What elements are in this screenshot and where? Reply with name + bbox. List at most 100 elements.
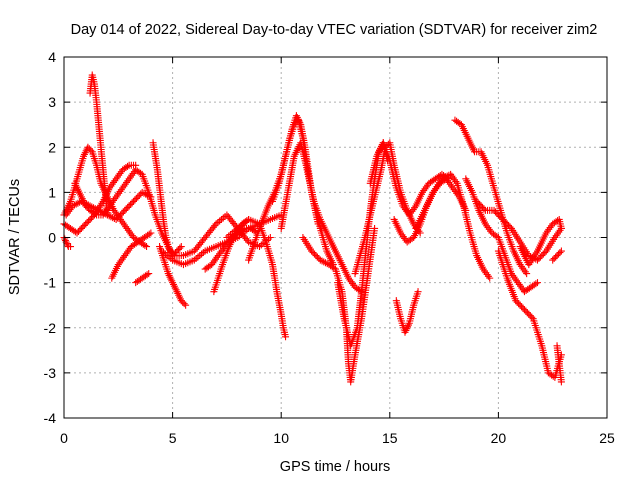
data-point: [535, 255, 543, 263]
data-point: [119, 208, 127, 216]
data-point: [80, 221, 88, 229]
x-tick-label: 0: [60, 430, 68, 446]
data-point: [497, 214, 505, 222]
series-t24: [392, 288, 422, 336]
data-point: [176, 244, 184, 252]
data-point: [539, 250, 547, 258]
data-point: [63, 240, 71, 248]
data-point: [492, 208, 500, 216]
series-t31: [553, 342, 565, 386]
data-point: [124, 162, 132, 170]
data-point: [549, 256, 557, 264]
data-point: [523, 309, 531, 317]
data-point: [182, 301, 190, 309]
data-point: [67, 243, 75, 251]
data-point: [556, 249, 564, 257]
data-marks: [60, 71, 565, 386]
data-point: [266, 234, 274, 241]
data-point: [282, 333, 290, 341]
series-t7: [108, 229, 155, 282]
series-t10: [156, 243, 190, 309]
data-point: [77, 224, 85, 232]
data-point: [82, 220, 90, 228]
series-t5: [60, 234, 75, 251]
data-point: [536, 253, 544, 261]
data-point: [110, 215, 118, 223]
data-point: [143, 271, 151, 279]
data-point: [128, 199, 136, 207]
data-point: [85, 145, 93, 153]
data-point: [312, 252, 320, 260]
data-point: [523, 270, 531, 278]
y-tick-label: -4: [44, 410, 57, 426]
data-point: [528, 313, 536, 321]
data-point: [553, 252, 561, 260]
data-point: [132, 194, 140, 202]
data-point: [414, 288, 422, 296]
data-point: [474, 199, 482, 207]
data-point: [141, 241, 149, 249]
data-point: [122, 205, 130, 213]
series-t32: [549, 247, 565, 264]
x-tick-label: 20: [491, 430, 507, 446]
data-point: [121, 206, 129, 214]
data-point: [520, 306, 528, 314]
data-point: [87, 146, 95, 154]
x-tick-label: 25: [599, 430, 615, 446]
data-point: [554, 250, 562, 258]
data-point: [134, 193, 142, 201]
data-point: [127, 200, 135, 208]
data-point: [74, 227, 82, 235]
data-point: [505, 221, 513, 229]
data-point: [166, 246, 174, 254]
data-point: [83, 203, 91, 211]
data-point: [557, 247, 565, 255]
y-tick-label: -2: [44, 320, 57, 336]
y-tick-label: -3: [44, 365, 57, 381]
data-point: [493, 209, 501, 217]
data-point: [526, 312, 534, 320]
data-point: [143, 243, 151, 251]
series-t9: [149, 139, 185, 260]
data-point: [313, 253, 321, 261]
data-point: [73, 229, 81, 237]
data-point: [64, 241, 72, 249]
data-point: [177, 297, 185, 305]
series-t6: [86, 71, 111, 219]
data-point: [76, 226, 84, 234]
data-point: [103, 211, 111, 219]
data-point: [515, 300, 523, 308]
data-point: [550, 255, 558, 263]
data-point: [445, 171, 453, 179]
data-point: [311, 250, 319, 258]
data-point: [83, 218, 91, 226]
data-point: [532, 280, 540, 288]
data-point: [500, 217, 508, 225]
data-point: [211, 222, 219, 230]
data-point: [522, 307, 530, 315]
x-axis-label: GPS time / hours: [280, 459, 390, 475]
data-point: [371, 224, 379, 232]
data-point: [118, 209, 126, 217]
data-point: [91, 210, 99, 218]
data-point: [496, 212, 504, 220]
data-point: [79, 223, 87, 231]
series-t8: [132, 270, 153, 287]
x-tick-label: 5: [169, 430, 177, 446]
data-point: [538, 252, 546, 260]
data-point: [171, 249, 179, 257]
data-point: [502, 218, 510, 226]
series-t26: [451, 116, 531, 278]
data-point: [114, 214, 122, 222]
y-tick-label: 3: [48, 94, 56, 110]
data-point: [170, 250, 178, 258]
data-point: [309, 249, 317, 257]
y-axis-label: SDTVAR / TECUs: [7, 179, 23, 295]
data-point: [177, 243, 185, 251]
data-point: [525, 310, 533, 318]
series-t30: [516, 215, 565, 269]
data-point: [61, 237, 69, 245]
data-point: [516, 301, 524, 309]
data-point: [512, 297, 520, 305]
